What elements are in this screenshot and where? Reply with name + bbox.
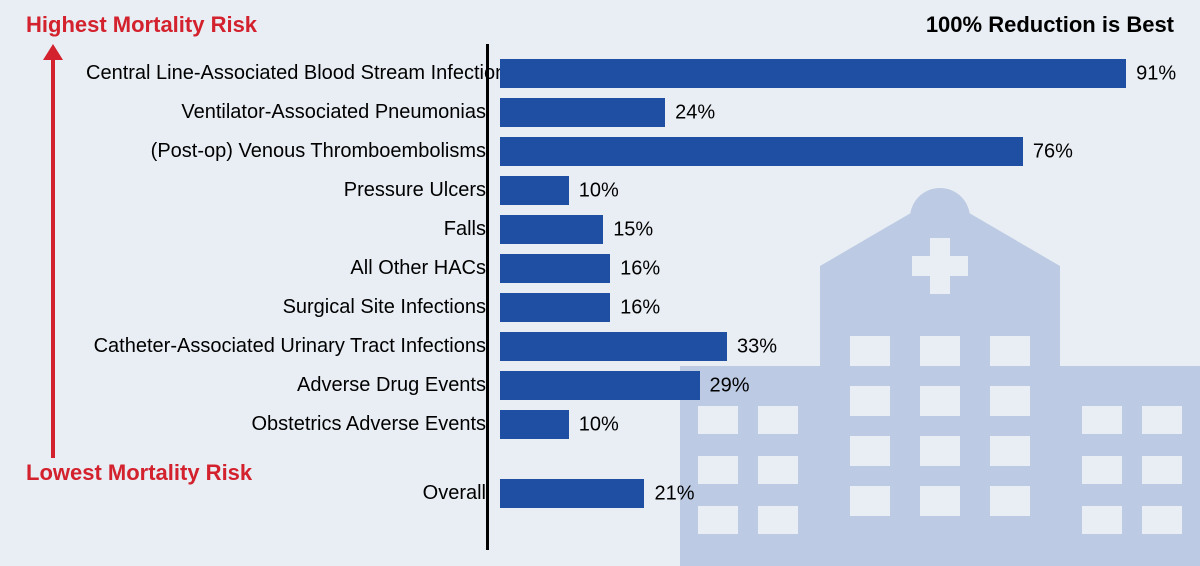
bar [500,98,665,127]
chart-row: Central Line-Associated Blood Stream Inf… [86,54,1174,93]
chart-row: Obstetrics Adverse Events 10% [86,405,1174,444]
reduction-best-label: 100% Reduction is Best [926,12,1174,38]
risk-arrow-icon [43,44,63,458]
bar [500,59,1126,88]
category-label: Catheter-Associated Urinary Tract Infect… [86,335,500,358]
category-label: Overall [86,482,500,505]
bar-wrap: 33% [500,327,1174,366]
chart-row: Pressure Ulcers 10% [86,171,1174,210]
bar-chart: Central Line-Associated Blood Stream Inf… [86,44,1174,560]
value-label: 21% [654,482,694,505]
category-label: (Post-op) Venous Thromboembolisms [86,140,500,163]
chart-row: Ventilator-Associated Pneumonias 24% [86,93,1174,132]
value-label: 10% [579,413,619,436]
highest-risk-label: Highest Mortality Risk [26,12,257,38]
chart-row: Surgical Site Infections 16% [86,288,1174,327]
value-label: 15% [613,218,653,241]
chart-row: (Post-op) Venous Thromboembolisms 76% [86,132,1174,171]
category-label: All Other HACs [86,257,500,280]
value-label: 10% [579,179,619,202]
bar-wrap: 21% [500,474,1174,513]
category-label: Falls [86,218,500,241]
bar-wrap: 15% [500,210,1174,249]
category-label: Pressure Ulcers [86,179,500,202]
chart-canvas: Highest Mortality Risk 100% Reduction is… [0,0,1200,566]
category-label: Obstetrics Adverse Events [86,413,500,436]
chart-row: Overall 21% [86,474,1174,513]
value-label: 91% [1136,62,1176,85]
value-label: 16% [620,296,660,319]
chart-rows: Central Line-Associated Blood Stream Inf… [86,54,1174,513]
bar [500,293,610,322]
bar-wrap: 29% [500,366,1174,405]
category-label: Ventilator-Associated Pneumonias [86,101,500,124]
chart-row: Catheter-Associated Urinary Tract Infect… [86,327,1174,366]
bar-wrap: 10% [500,171,1174,210]
bar [500,176,569,205]
value-label: 33% [737,335,777,358]
category-label: Central Line-Associated Blood Stream Inf… [86,62,500,85]
bar [500,410,569,439]
bar [500,137,1023,166]
bar [500,479,644,508]
bar [500,254,610,283]
bar [500,215,603,244]
bar-wrap: 16% [500,288,1174,327]
chart-row: Falls 15% [86,210,1174,249]
chart-row: Adverse Drug Events 29% [86,366,1174,405]
bar [500,332,727,361]
value-label: 16% [620,257,660,280]
category-label: Surgical Site Infections [86,296,500,319]
value-label: 29% [710,374,750,397]
bar-wrap: 10% [500,405,1174,444]
value-label: 24% [675,101,715,124]
value-label: 76% [1033,140,1073,163]
bar [500,371,700,400]
chart-row: All Other HACs 16% [86,249,1174,288]
bar-wrap: 91% [500,54,1174,93]
category-label: Adverse Drug Events [86,374,500,397]
bar-wrap: 76% [500,132,1174,171]
bar-wrap: 16% [500,249,1174,288]
bar-wrap: 24% [500,93,1174,132]
